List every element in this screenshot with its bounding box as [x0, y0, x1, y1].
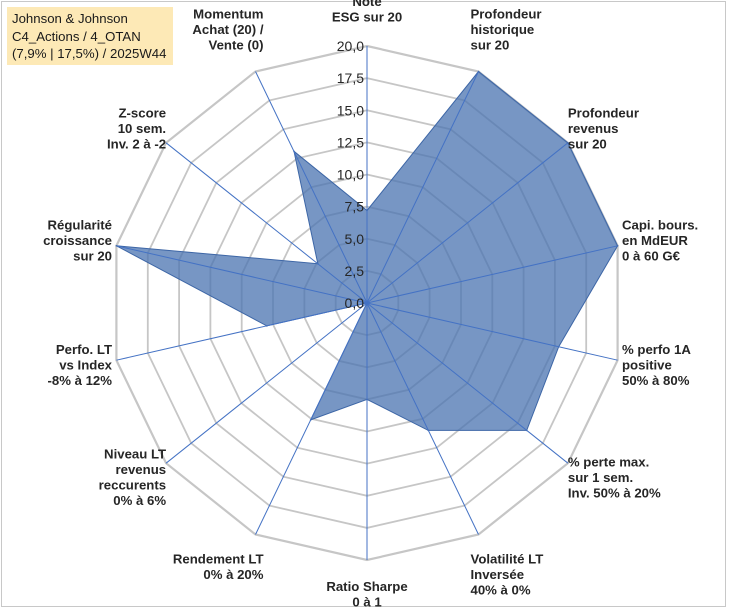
axis-label-line: 50% à 80% [622, 373, 690, 388]
axis-label-line: Perfo. LT [56, 342, 112, 357]
tick-label: 5,0 [345, 231, 365, 247]
axis-spoke [255, 71, 368, 304]
axis-label: Rendement LT 0% à 20% [173, 551, 264, 582]
axis-label: Profondeur historique sur 20 [471, 6, 542, 52]
axis-spoke [366, 245, 618, 304]
axis-label-line: % perte max. [568, 454, 649, 469]
axis-label-line: revenus [568, 121, 619, 136]
axis-label-line: Capi. bours. [622, 218, 698, 233]
axis-label-line: 0 à 1 [352, 595, 381, 610]
axis-label-line: sur 20 [73, 249, 112, 264]
axis-label-line: historique [471, 22, 535, 37]
axis-label: Niveau LT revenus reccurents 0% à 6% [99, 447, 167, 509]
axis-label-line: Z-score [118, 105, 166, 120]
axis-label-line: 10 sem. [118, 121, 166, 136]
axis-label-line: Inv. 50% à 20% [568, 485, 661, 500]
axis-spoke [165, 302, 368, 464]
axis-label-line: reccurents [99, 478, 166, 493]
tick-label: 12,5 [337, 134, 364, 150]
axis-label-line: Profondeur [471, 6, 542, 21]
axis-spoke [366, 302, 479, 535]
tick-label: 15,0 [337, 102, 364, 118]
axis-spoke [366, 302, 618, 361]
portfolio-category: C4_Actions / 4_OTAN [12, 28, 141, 44]
axis-label-line: en MdEUR [622, 233, 688, 248]
tick-label: 17,5 [337, 70, 364, 86]
axis-label: Capi. bours. en MdEUR 0 à 60 G€ [622, 218, 698, 264]
tick-label: 7,5 [345, 199, 365, 215]
axis-label-line: ESG sur 20 [332, 10, 402, 25]
axis-label-line: % perfo 1A [622, 342, 691, 357]
axis-label-line: revenus [116, 462, 167, 477]
axis-label-line: Profondeur [568, 105, 639, 120]
axis-label-line: Volatilité LT [471, 551, 544, 566]
axis-label-line: 40% à 0% [471, 582, 531, 597]
axis-spoke [366, 302, 569, 464]
axis-label-line: Momentum [193, 6, 263, 21]
axis-label: Ratio Sharpe 0 à 1 [326, 579, 407, 610]
chart-title-box: Johnson & Johnson C4_Actions / 4_OTAN (7… [7, 7, 173, 65]
axis-label-line: Niveau LT [104, 447, 166, 462]
performance-period: (7,9% | 17,5%) / 2025W44 [12, 46, 167, 61]
axis-label-line: sur 1 sem. [568, 470, 633, 485]
axis-label-line: Note [352, 0, 381, 9]
axis-label-line: 0% à 6% [113, 493, 166, 508]
axis-label: Z-score 10 sem. Inv. 2 à -2 [107, 105, 166, 151]
axis-label-line: croissance [43, 233, 112, 248]
axis-label-line: Inversée [471, 567, 525, 582]
tick-label: 20,0 [337, 38, 364, 54]
axis-spoke [116, 302, 368, 361]
axis-label: % perte max. sur 1 sem. Inv. 50% à 20% [568, 454, 661, 500]
axis-label-line: Achat (20) / [192, 22, 263, 37]
axis-label: Momentum Achat (20) / Vente (0) [192, 6, 263, 52]
axis-label-line: 0 à 60 G€ [622, 249, 681, 264]
axis-spoke [165, 142, 368, 304]
axis-label-line: sur 20 [471, 37, 510, 52]
radar-tick-labels: 0,0 2,5 5,0 7,5 10,0 12,5 15,0 17,5 20,0 [337, 38, 364, 311]
axis-label-line: 0% à 20% [203, 567, 263, 582]
tick-label: 10,0 [337, 167, 364, 183]
axis-label: Perfo. LT vs Index -8% à 12% [47, 342, 112, 388]
axis-label-line: Inv. 2 à -2 [107, 136, 166, 151]
axis-spoke [116, 245, 368, 304]
axis-spoke [366, 71, 479, 304]
axis-label-line: Régularité [48, 218, 113, 233]
axis-label: Volatilité LT Inversée 40% à 0% [471, 551, 544, 597]
axis-label: Note ESG sur 20 [332, 0, 402, 25]
company-name: Johnson & Johnson [12, 11, 128, 26]
radar-axis-labels: Note ESG sur 20 Profondeur historique sur 20… [43, 0, 698, 610]
axis-label-line: positive [622, 358, 672, 373]
axis-spoke [366, 142, 569, 304]
axis-label-line: Vente (0) [209, 37, 264, 52]
axis-label-line: Rendement LT [173, 551, 264, 566]
radar-spokes [116, 46, 618, 560]
axis-label: Régularité croissance sur 20 [43, 218, 112, 264]
tick-label: 2,5 [345, 263, 365, 279]
axis-label: Profondeur revenus sur 20 [568, 105, 639, 151]
axis-label-line: vs Index [59, 358, 112, 373]
axis-label-line: sur 20 [568, 136, 607, 151]
axis-label: % perfo 1A positive 50% à 80% [622, 342, 691, 388]
tick-label: 0,0 [345, 295, 365, 311]
axis-label-line: Ratio Sharpe [326, 579, 407, 594]
axis-spoke [255, 302, 368, 535]
axis-label-line: -8% à 12% [47, 373, 112, 388]
